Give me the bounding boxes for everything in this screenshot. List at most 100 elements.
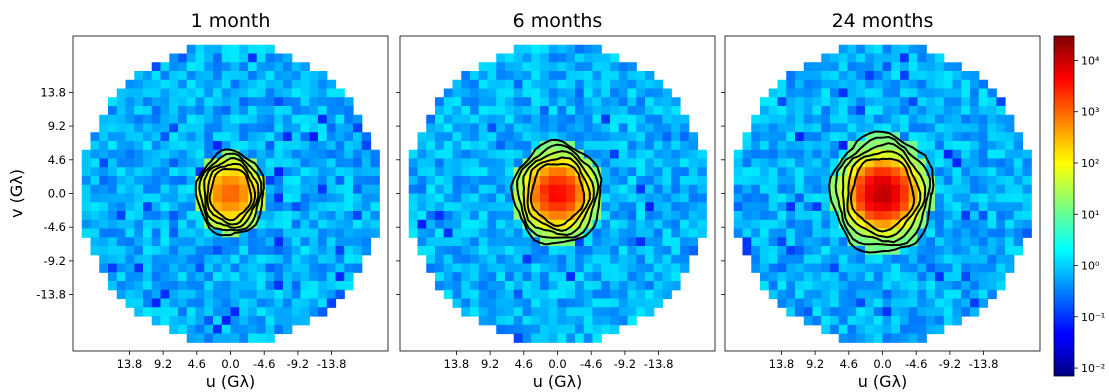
heatmap-cell <box>125 289 135 300</box>
heatmap-cell <box>653 237 664 247</box>
heatmap-cell <box>531 246 541 256</box>
heatmap-cell <box>178 88 188 98</box>
heatmap-cell <box>917 246 927 256</box>
heatmap-cell <box>522 237 532 247</box>
heatmap-cell <box>873 228 884 238</box>
heatmap-cell <box>335 132 345 142</box>
heatmap-cell <box>221 62 232 72</box>
heatmap-cell <box>970 272 980 282</box>
heatmap-cell <box>548 106 559 116</box>
heatmap-cell <box>803 176 814 186</box>
heatmap-cell <box>213 289 223 300</box>
heatmap-cell <box>575 62 585 72</box>
heatmap-cell <box>461 263 471 273</box>
heatmap-cell <box>856 97 866 107</box>
heatmap-cell <box>786 149 796 160</box>
heatmap-cell <box>256 106 267 116</box>
heatmap-cell <box>461 184 471 195</box>
heatmap-cell <box>143 149 153 160</box>
heatmap-cell <box>566 184 576 195</box>
heatmap-cell <box>283 62 293 72</box>
heatmap-cell <box>865 114 875 125</box>
x-tick-label: -13.8 <box>969 357 999 371</box>
heatmap-cell <box>326 106 337 116</box>
heatmap-cell <box>540 123 550 133</box>
heatmap-cell <box>265 184 275 195</box>
heatmap-cell <box>557 316 567 326</box>
heatmap-cell <box>370 167 380 177</box>
heatmap-cell <box>935 167 945 177</box>
heatmap-cell <box>1022 158 1032 168</box>
heatmap-cell <box>961 219 971 230</box>
heatmap-cell <box>186 141 197 151</box>
heatmap-cell <box>265 324 275 335</box>
heatmap-cell <box>283 324 293 335</box>
heatmap-cell <box>987 149 997 160</box>
heatmap-cell <box>847 141 857 151</box>
heatmap-cell <box>935 184 945 195</box>
x-tick-label: 0.0 <box>221 357 239 371</box>
heatmap-cell <box>830 281 840 291</box>
heatmap-cell <box>891 149 901 160</box>
heatmap-cell <box>856 202 866 212</box>
heatmap-cell <box>662 123 672 133</box>
heatmap-cell <box>786 141 796 151</box>
heatmap-cell <box>548 88 559 98</box>
heatmap-cell <box>592 324 602 335</box>
heatmap-cell <box>803 219 814 230</box>
heatmap-cell <box>291 211 302 221</box>
heatmap-cell <box>873 62 884 72</box>
heatmap-cell <box>470 298 480 308</box>
heatmap-cell <box>812 149 822 160</box>
heatmap-cell <box>213 298 223 308</box>
heatmap-cell <box>592 44 602 55</box>
heatmap-cell <box>882 62 892 72</box>
heatmap-cell <box>326 281 337 291</box>
heatmap-cell <box>470 228 480 238</box>
heatmap-cell <box>548 202 559 212</box>
heatmap-cell <box>300 167 310 177</box>
heatmap-cell <box>768 167 779 177</box>
heatmap-cell <box>256 132 267 142</box>
heatmap-cell <box>335 158 345 168</box>
heatmap-cell <box>370 193 380 203</box>
heatmap-cell <box>487 62 497 72</box>
heatmap-cell <box>291 132 302 142</box>
heatmap-cell <box>812 263 822 273</box>
heatmap-cell <box>169 246 179 256</box>
heatmap-cell <box>803 272 814 282</box>
heatmap-cell <box>566 62 576 72</box>
heatmap-cell <box>786 298 796 308</box>
heatmap-cell <box>978 211 989 221</box>
heatmap-cell <box>873 106 884 116</box>
heatmap-cell <box>856 237 866 247</box>
heatmap-cell <box>908 149 919 160</box>
heatmap-cell <box>566 298 576 308</box>
heatmap-cell <box>335 106 345 116</box>
heatmap-cell <box>470 167 480 177</box>
heatmap-cell <box>204 272 214 282</box>
heatmap-cell <box>943 272 954 282</box>
heatmap-cell <box>496 202 506 212</box>
heatmap-cell <box>143 71 153 81</box>
heatmap-cell <box>856 62 866 72</box>
heatmap-cell <box>662 114 672 125</box>
heatmap-cell <box>513 246 524 256</box>
heatmap-cell <box>908 88 919 98</box>
heatmap-cell <box>478 114 489 125</box>
heatmap-cell <box>186 106 197 116</box>
heatmap-cell <box>143 158 153 168</box>
heatmap-cell <box>592 141 602 151</box>
heatmap-cell <box>487 149 497 160</box>
heatmap-cell <box>300 193 310 203</box>
heatmap-cell <box>548 237 559 247</box>
heatmap-cell <box>443 184 454 195</box>
heatmap-cell <box>134 219 144 230</box>
heatmap-cell <box>821 53 831 63</box>
heatmap-cell <box>865 289 875 300</box>
heatmap-cell <box>540 307 550 317</box>
heatmap-cell <box>935 88 945 98</box>
heatmap-cell <box>882 219 892 230</box>
heatmap-cell <box>917 316 927 326</box>
heatmap-cell <box>461 88 471 98</box>
